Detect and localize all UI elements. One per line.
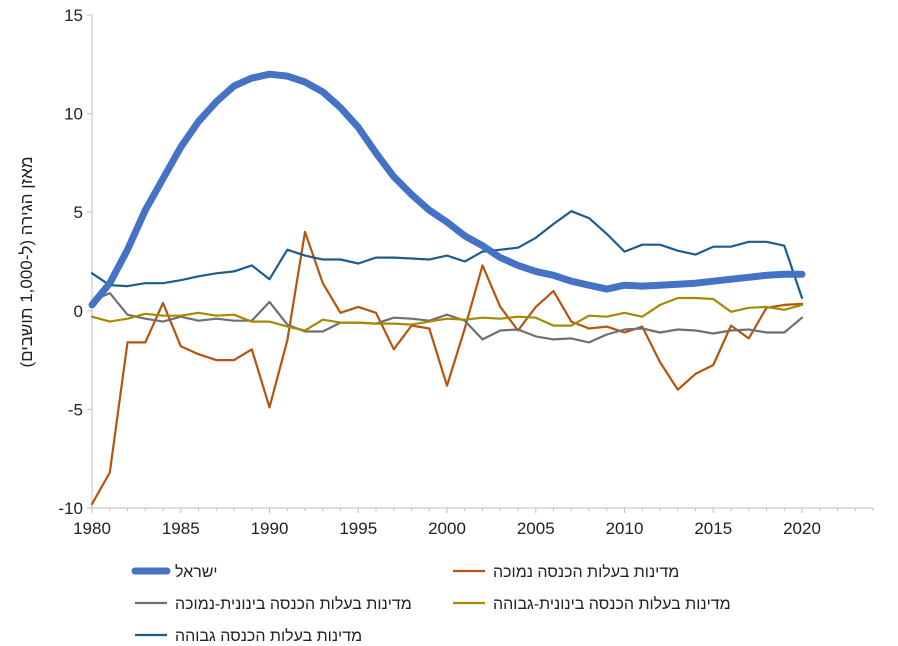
legend-label-1: מדינות בעלות הכנסה נמוכה: [493, 563, 679, 581]
legend-label-2: מדינות בעלות הכנסה בינונית-נמוכה: [175, 595, 412, 613]
x-tick-label: 2000: [428, 519, 466, 538]
x-tick-label: 2015: [694, 519, 732, 538]
x-tick-label: 1995: [339, 519, 377, 538]
x-tick-label: 1990: [251, 519, 289, 538]
legend-label-4: מדינות בעלות הכנסה גבוהה: [175, 627, 362, 645]
y-axis-title: מאזן הגירה (ל-1,000 תושבים): [17, 156, 36, 367]
series-layer: [88, 70, 806, 506]
y-tick-label: 0: [74, 302, 83, 321]
y-tick-label: 15: [64, 6, 83, 25]
legend: ישראל מדינות בעלות הכנסה נמוכה מדינות בעלו…: [131, 563, 731, 645]
legend-label-3: מדינות בעלות הכנסה בינונית-גבוהה: [493, 595, 731, 613]
y-tick-label: -10: [58, 499, 83, 518]
x-tick-label: 1980: [73, 519, 111, 538]
y-tick-label: 5: [74, 203, 83, 222]
legend-label-0: ישראל: [175, 563, 218, 581]
x-tick-label: 2010: [606, 519, 644, 538]
y-tick-label: 10: [64, 105, 83, 124]
y-tick-label: -5: [68, 400, 83, 419]
x-tick-label: 2005: [517, 519, 555, 538]
series-line-2: [90, 292, 804, 344]
series-line-3: [90, 296, 804, 332]
x-tick-label: 2020: [783, 519, 821, 538]
series-line-0: [88, 70, 806, 309]
series-line-1: [90, 230, 804, 506]
series-line-4: [90, 210, 804, 300]
x-tick-label: 1985: [162, 519, 200, 538]
